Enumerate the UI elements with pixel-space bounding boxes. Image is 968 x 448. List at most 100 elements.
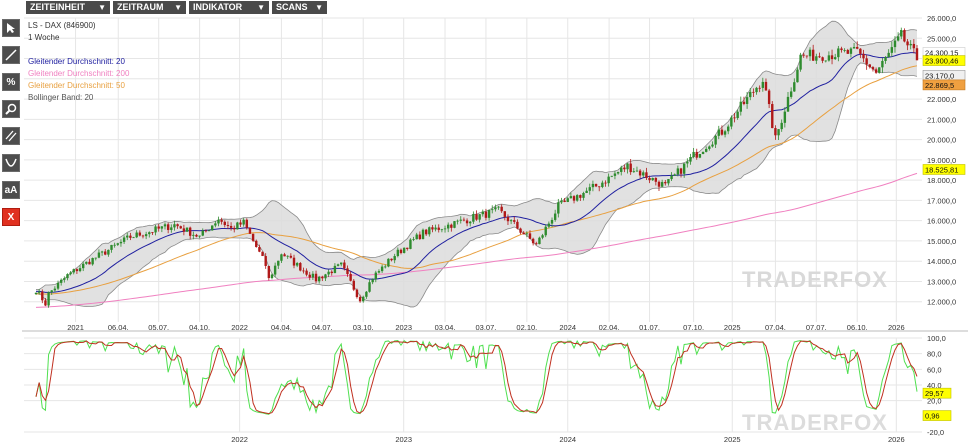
- price-label: 23.900,46: [922, 55, 966, 66]
- zoom-tool-button[interactable]: [2, 100, 20, 118]
- price-x-tick-label: 07.07.: [806, 323, 827, 332]
- candle-body: [755, 87, 758, 93]
- candle-body: [528, 233, 532, 239]
- candle-body: [509, 220, 513, 222]
- candle-body: [34, 292, 38, 295]
- candle-body: [289, 255, 293, 258]
- candle-body: [909, 43, 912, 46]
- candle-body: [704, 148, 708, 152]
- price-x-tick-label: 04.04.: [271, 323, 292, 332]
- candle-body: [453, 221, 456, 228]
- candle-body: [553, 213, 557, 220]
- candle-body: [569, 196, 573, 199]
- candle-body: [277, 260, 280, 266]
- candle-body: [229, 225, 233, 228]
- text-tool-button[interactable]: aA: [2, 181, 20, 199]
- candle-body: [330, 271, 333, 274]
- candle-body: [148, 232, 151, 235]
- candle-body: [494, 207, 497, 210]
- candle-body: [821, 57, 824, 61]
- percent-tool-button[interactable]: %: [2, 73, 20, 91]
- candle-body: [362, 296, 365, 302]
- price-x-tick-label: 2023: [395, 323, 412, 332]
- candle-body: [352, 280, 355, 290]
- candle-body: [664, 182, 667, 184]
- candle-body: [582, 192, 585, 198]
- candle-body: [201, 230, 204, 236]
- menu-scans[interactable]: SCANS ▼: [272, 1, 327, 14]
- candle-body: [465, 220, 469, 224]
- candle-body: [472, 214, 475, 222]
- candle-body: [714, 135, 717, 145]
- candle-body: [270, 274, 274, 279]
- candle-body: [516, 221, 519, 229]
- candle-body: [415, 234, 418, 240]
- candle-body: [544, 226, 547, 236]
- candle-body: [881, 60, 884, 68]
- candle-body: [185, 227, 189, 232]
- candle-body: [450, 224, 453, 228]
- candle-body: [745, 97, 749, 104]
- candle-body: [94, 257, 97, 259]
- candle-body: [462, 219, 466, 221]
- candle-body: [421, 229, 425, 240]
- candle-body: [808, 49, 812, 57]
- candle-body: [487, 209, 491, 218]
- price-y-tick-label: 25.000,0: [927, 34, 956, 43]
- menu-indikator[interactable]: INDIKATOR ▼: [189, 1, 269, 14]
- candle-body: [321, 276, 324, 279]
- candle-body: [749, 91, 752, 98]
- menu-zeitraum[interactable]: ZEITRAUM ▼: [113, 1, 186, 14]
- candle-body: [233, 227, 236, 230]
- candle-body: [214, 223, 217, 226]
- menu-indikator-label: INDIKATOR: [193, 2, 243, 12]
- candle-body: [789, 91, 793, 97]
- price-x-tick-label: 2026: [888, 323, 905, 332]
- arc-tool-button[interactable]: [2, 154, 20, 172]
- menu-zeiteinheit[interactable]: ZEITEINHEIT ▼: [26, 1, 110, 14]
- candle-body: [695, 151, 698, 158]
- candle-body: [638, 170, 642, 176]
- sma50-line: [35, 65, 918, 295]
- candles: [34, 27, 919, 308]
- candle-body: [635, 170, 639, 172]
- oscillator-x-tick-label: 2026: [888, 435, 905, 444]
- candle-body: [88, 261, 91, 265]
- price-y-tick-label: 15.000,0: [927, 237, 956, 246]
- price-label: 22.869,5: [922, 79, 966, 91]
- candle-body: [371, 279, 374, 283]
- candle-body: [497, 206, 500, 208]
- candle-body: [676, 168, 680, 175]
- candle-body: [355, 289, 359, 298]
- candle-body: [456, 220, 459, 222]
- candle-body: [579, 195, 582, 198]
- candle-body: [849, 48, 853, 54]
- candle-body: [616, 171, 620, 174]
- candle-body: [500, 206, 503, 212]
- candle-body: [667, 179, 670, 184]
- candle-body: [311, 273, 315, 278]
- candle-body: [217, 219, 220, 224]
- candle-body: [368, 282, 371, 292]
- candle-body: [195, 234, 198, 237]
- candle-body: [374, 272, 378, 280]
- candle-body: [437, 227, 440, 230]
- line-tool-button[interactable]: [2, 46, 20, 64]
- candle-body: [188, 227, 192, 236]
- candle-body: [327, 271, 330, 275]
- price-label-text: 24.300,15: [925, 48, 958, 57]
- price-label-box: [922, 164, 966, 175]
- candle-body: [771, 104, 774, 129]
- oscillator-x-tick-label: 2025: [724, 435, 741, 444]
- price-y-tick-label: 21.000,0: [927, 115, 956, 124]
- candle-body: [267, 265, 271, 279]
- candle-body: [878, 67, 881, 73]
- candle-body: [887, 52, 890, 58]
- cursor-tool-button[interactable]: [2, 19, 20, 37]
- delete-drawings-button[interactable]: X: [2, 208, 20, 226]
- candle-body: [761, 81, 765, 88]
- candle-body: [601, 182, 604, 188]
- channel-tool-button[interactable]: [2, 127, 20, 145]
- candle-body: [764, 81, 768, 91]
